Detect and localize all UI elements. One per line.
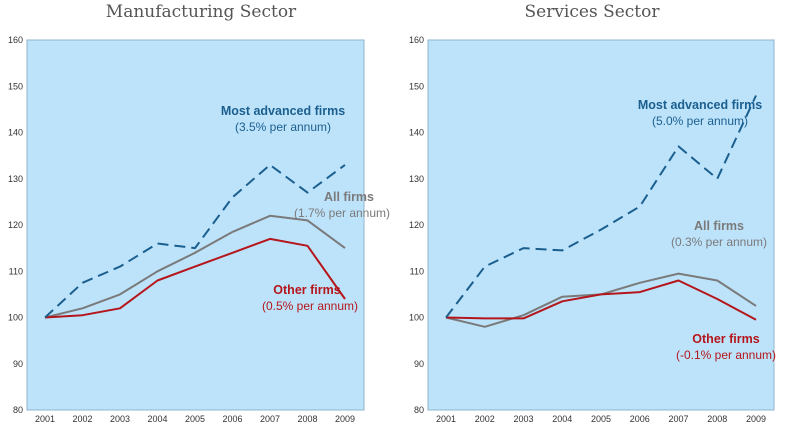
label-other-firms: Other firms	[692, 332, 759, 346]
y-tick-label: 130	[8, 174, 23, 184]
series-line-other-firms	[44, 237, 346, 319]
y-tick-label: 80	[414, 405, 424, 415]
label-most-advanced-firms: Most advanced firms	[638, 98, 762, 112]
y-tick-label: 130	[409, 174, 424, 184]
x-tick-label: 2003	[513, 414, 533, 424]
x-tick-label: 2005	[185, 414, 205, 424]
y-tick-label: 120	[8, 220, 23, 230]
rate-other-firms: (-0.1% per annum)	[676, 348, 776, 362]
y-tick-label: 140	[409, 128, 424, 138]
x-tick-label: 2009	[335, 414, 355, 424]
chart-title-manufacturing: Manufacturing Sector	[106, 2, 297, 22]
x-axis-ticks: 2001 2002 2003 2004 2005 2006 2007 2008 2009	[35, 414, 355, 424]
y-tick-label: 160	[8, 35, 23, 45]
plot-area	[26, 39, 365, 411]
x-tick-label: 2005	[591, 414, 611, 424]
rate-all-firms: (1.7% per annum)	[294, 206, 390, 220]
x-tick-label: 2006	[630, 414, 650, 424]
rate-most-advanced-firms: (3.5% per annum)	[235, 120, 331, 134]
x-tick-label: 2006	[222, 414, 242, 424]
label-all-firms: All firms	[694, 219, 744, 233]
y-tick-label: 150	[8, 81, 23, 91]
chart-title-services: Services Sector	[524, 2, 660, 22]
series-line-most-advanced-firms	[445, 95, 757, 319]
y-tick-label: 110	[410, 266, 424, 276]
x-tick-label: 2008	[707, 414, 727, 424]
x-tick-label: 2008	[297, 414, 317, 424]
x-tick-label: 2002	[475, 414, 495, 424]
y-tick-label: 100	[8, 313, 23, 323]
x-tick-label: 2009	[746, 414, 766, 424]
y-axis-ticks: 80 90 100 110 120 130 140 150 160	[409, 35, 424, 415]
y-tick-label: 110	[9, 266, 23, 276]
y-tick-label: 150	[409, 81, 424, 91]
series-lines	[44, 163, 346, 319]
x-tick-label: 2002	[72, 414, 92, 424]
series-line-all-firms	[44, 214, 346, 319]
y-tick-label: 140	[8, 128, 23, 138]
y-tick-label: 100	[409, 313, 424, 323]
label-all-firms: All firms	[324, 190, 374, 204]
x-tick-label: 2003	[110, 414, 130, 424]
y-tick-label: 120	[409, 220, 424, 230]
label-other-firms: Other firms	[273, 283, 340, 297]
series-line-most-advanced-firms	[44, 163, 346, 319]
x-tick-label: 2007	[668, 414, 688, 424]
rate-other-firms: (0.5% per annum)	[262, 299, 358, 313]
series-lines	[445, 95, 757, 328]
plot-area	[427, 39, 775, 411]
x-tick-label: 2007	[260, 414, 280, 424]
x-tick-label: 2001	[35, 414, 55, 424]
x-tick-label: 2001	[436, 414, 456, 424]
x-tick-label: 2004	[147, 414, 167, 424]
label-most-advanced-firms: Most advanced firms	[221, 104, 345, 118]
rate-all-firms: (0.3% per annum)	[671, 235, 767, 249]
x-tick-label: 2004	[552, 414, 572, 424]
rate-most-advanced-firms: (5.0% per annum)	[652, 114, 748, 128]
y-tick-label: 90	[13, 359, 23, 369]
y-tick-label: 160	[409, 35, 424, 45]
y-tick-label: 90	[414, 359, 424, 369]
x-axis-ticks: 2001 2002 2003 2004 2005 2006 2007 2008 2009	[436, 414, 766, 424]
y-axis-ticks: 80 90 100 110 120 130 140 150 160	[8, 35, 23, 415]
y-tick-label: 80	[13, 405, 23, 415]
series-line-other-firms	[445, 279, 757, 321]
